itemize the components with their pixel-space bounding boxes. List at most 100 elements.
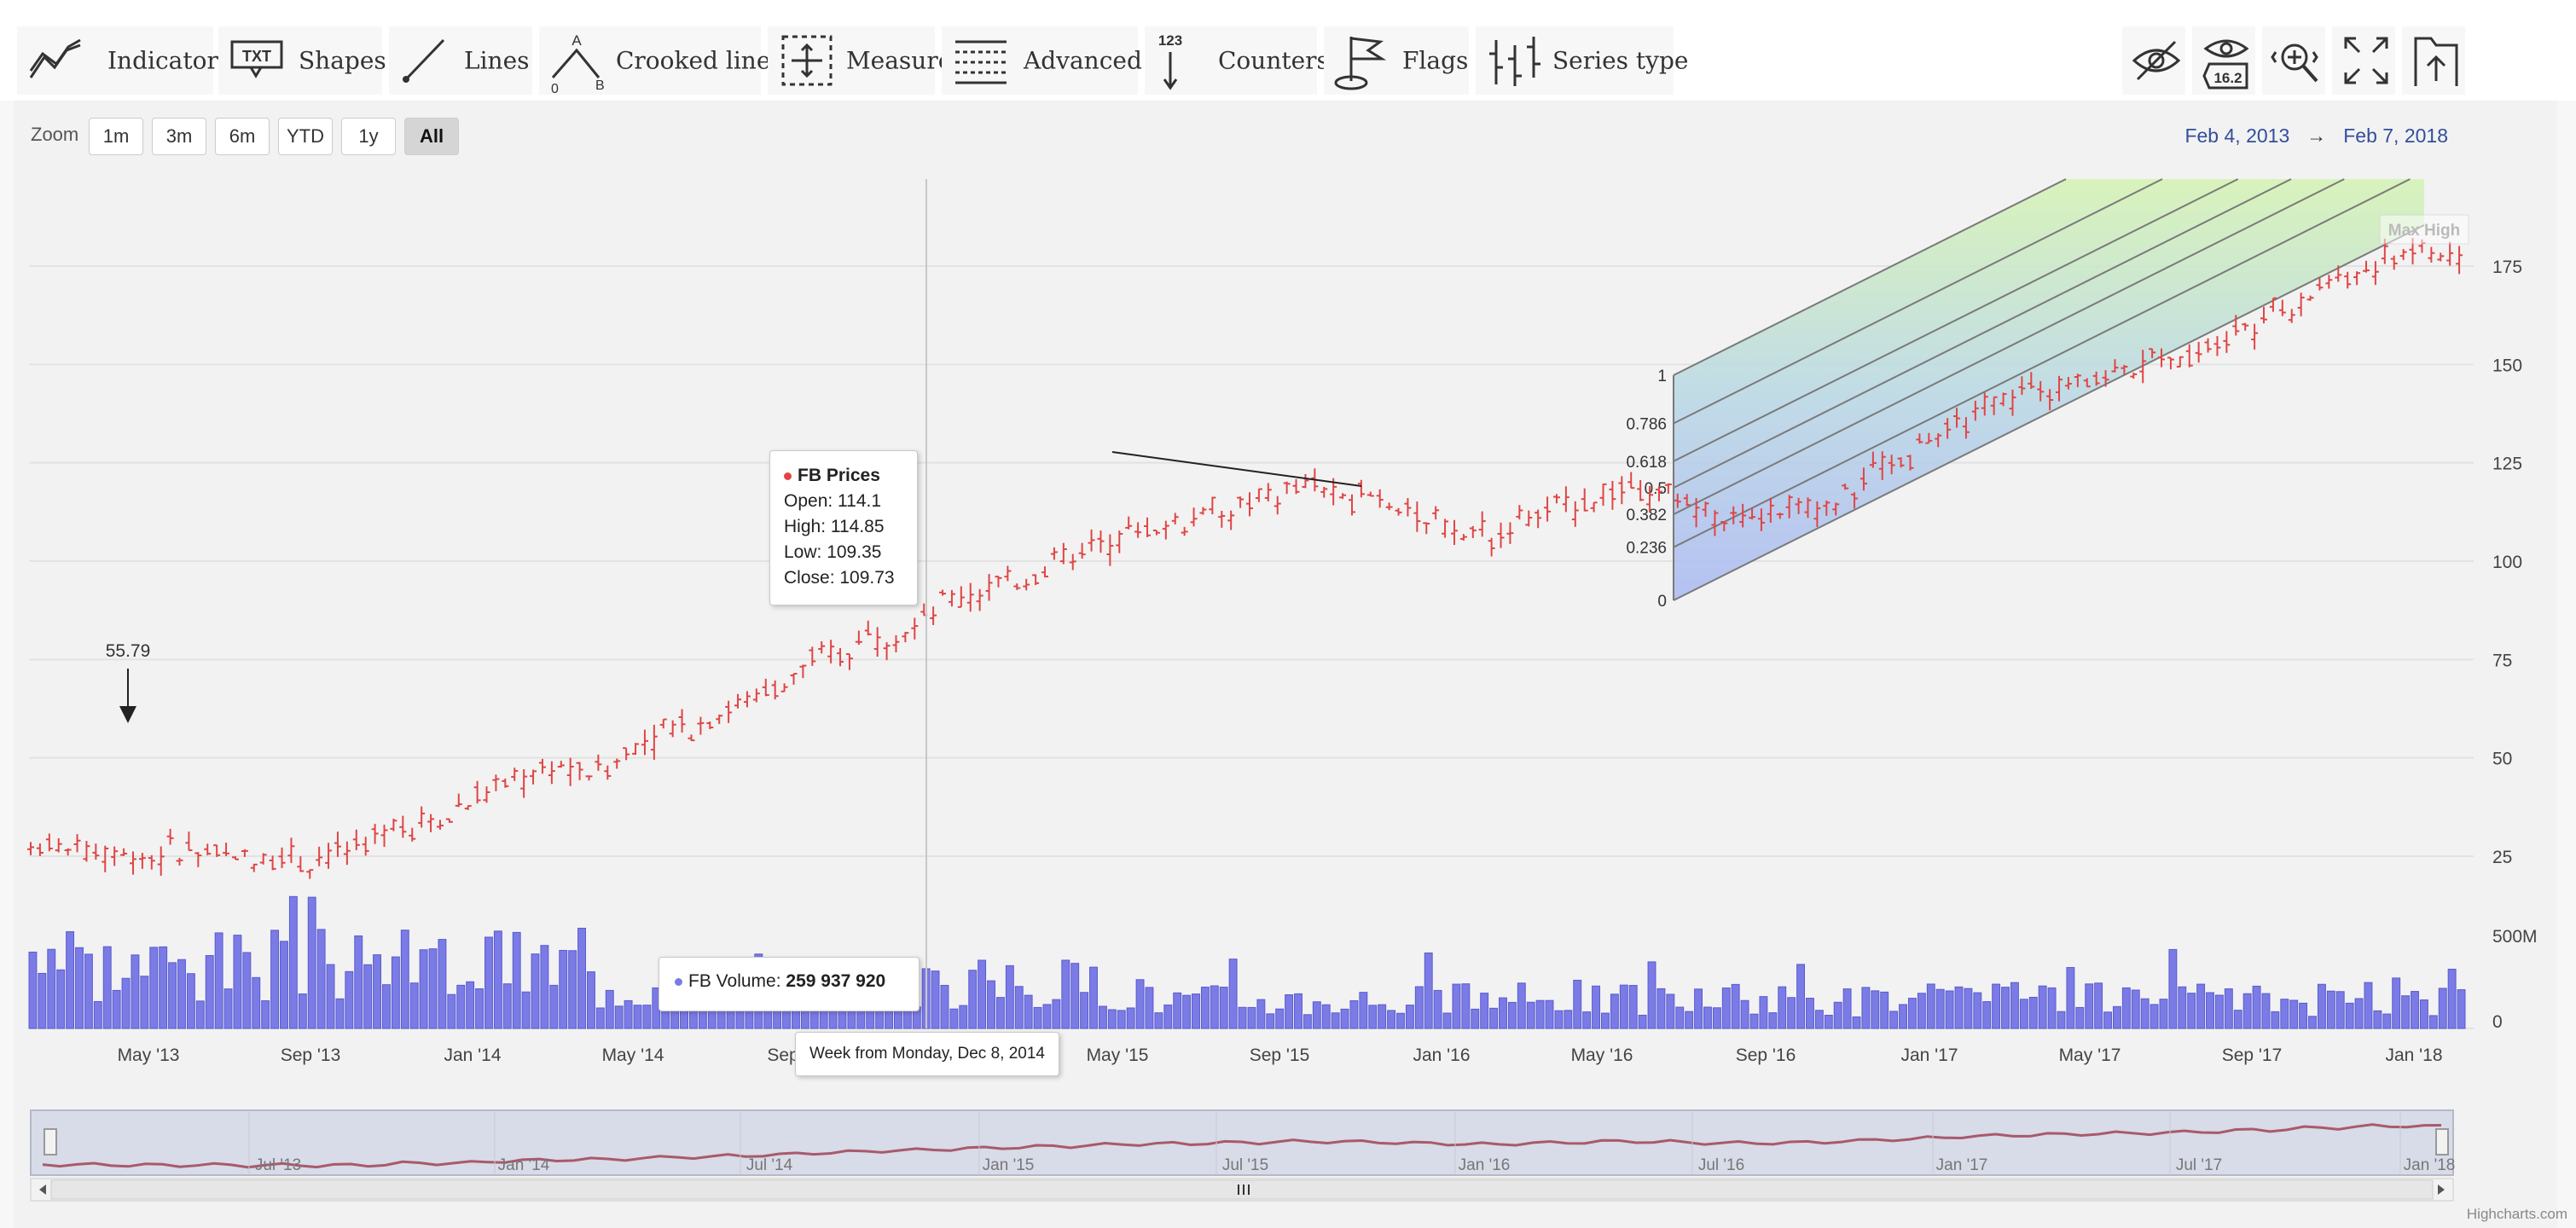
ohlc-point[interactable]: [1209, 496, 1216, 515]
volume-column[interactable]: [252, 976, 261, 1029]
ohlc-point[interactable]: [548, 761, 555, 785]
ohlc-point[interactable]: [530, 769, 537, 785]
volume-column[interactable]: [1935, 988, 1945, 1029]
volume-column[interactable]: [1080, 992, 1089, 1029]
volume-column[interactable]: [177, 959, 186, 1029]
volume-column[interactable]: [2428, 1015, 2438, 1029]
volume-column[interactable]: [2345, 1002, 2354, 1029]
ohlc-point[interactable]: [1442, 518, 1449, 538]
ohlc-point[interactable]: [2158, 348, 2166, 368]
ohlc-point[interactable]: [2018, 376, 2026, 396]
current-price-indicator-button[interactable]: 16.2: [2192, 26, 2255, 95]
ohlc-point[interactable]: [185, 831, 193, 852]
volume-column[interactable]: [959, 1005, 968, 1029]
ohlc-point[interactable]: [1152, 530, 1160, 536]
ohlc-point[interactable]: [585, 775, 593, 781]
ohlc-point[interactable]: [2009, 389, 2016, 416]
ohlc-point[interactable]: [1627, 472, 1635, 489]
ohlc-point[interactable]: [818, 640, 826, 654]
ohlc-point[interactable]: [427, 814, 435, 832]
ohlc-point[interactable]: [1590, 501, 1598, 513]
volume-column[interactable]: [2047, 987, 2057, 1029]
volume-column[interactable]: [1694, 988, 1703, 1029]
ohlc-point[interactable]: [1581, 488, 1588, 512]
ohlc-point[interactable]: [194, 852, 202, 867]
ohlc-point[interactable]: [269, 855, 276, 871]
ohlc-point[interactable]: [1562, 486, 1569, 513]
volume-column[interactable]: [140, 976, 149, 1029]
ohlc-point[interactable]: [1348, 494, 1355, 516]
ohlc-point[interactable]: [436, 820, 444, 830]
volume-column[interactable]: [1247, 1006, 1256, 1029]
flags-button[interactable]: Flags: [1324, 26, 1469, 95]
volume-column[interactable]: [373, 954, 382, 1029]
volume-column[interactable]: [1871, 990, 1880, 1029]
volume-column[interactable]: [2373, 1010, 2382, 1029]
volume-column[interactable]: [2038, 985, 2047, 1029]
ohlc-point[interactable]: [1813, 501, 1821, 528]
ohlc-point[interactable]: [1450, 519, 1458, 546]
volume-column[interactable]: [47, 948, 56, 1029]
volume-column[interactable]: [1414, 986, 1424, 1029]
ohlc-point[interactable]: [1823, 500, 1830, 516]
zoom-1y-button[interactable]: 1y: [341, 118, 396, 155]
ohlc-point[interactable]: [2371, 261, 2379, 286]
volume-column[interactable]: [1526, 1001, 1535, 1029]
ohlc-point[interactable]: [1459, 534, 1467, 541]
volume-column[interactable]: [447, 993, 456, 1029]
ohlc-point[interactable]: [464, 805, 472, 810]
volume-column[interactable]: [1173, 992, 1182, 1029]
volume-column[interactable]: [1824, 1014, 1833, 1029]
ohlc-point[interactable]: [166, 828, 174, 845]
volume-column[interactable]: [605, 989, 614, 1029]
ohlc-point[interactable]: [2278, 299, 2286, 316]
volume-column[interactable]: [363, 964, 373, 1029]
volume-column[interactable]: [2094, 982, 2103, 1029]
volume-column[interactable]: [298, 993, 307, 1029]
ohlc-point[interactable]: [604, 765, 612, 780]
volume-column[interactable]: [2326, 990, 2335, 1029]
volume-column[interactable]: [1787, 997, 1796, 1029]
volume-column[interactable]: [931, 970, 940, 1029]
volume-column[interactable]: [549, 984, 559, 1029]
ohlc-point[interactable]: [1088, 529, 1095, 552]
volume-column[interactable]: [261, 1000, 270, 1029]
ohlc-point[interactable]: [1069, 553, 1076, 571]
fullscreen-button[interactable]: [2332, 26, 2395, 95]
volume-column[interactable]: [1219, 987, 1228, 1029]
ohlc-point[interactable]: [902, 631, 909, 643]
ohlc-point[interactable]: [1897, 457, 1905, 468]
ohlc-point[interactable]: [2083, 378, 2091, 388]
ohlc-point[interactable]: [706, 721, 714, 730]
ohlc-point[interactable]: [1571, 501, 1579, 527]
volume-column[interactable]: [2317, 983, 2326, 1029]
volume-column[interactable]: [2140, 998, 2150, 1029]
ohlc-point[interactable]: [1842, 484, 1849, 490]
ohlc-point[interactable]: [27, 842, 34, 855]
ohlc-point[interactable]: [1376, 489, 1384, 508]
volume-column[interactable]: [1387, 1010, 1396, 1029]
volume-column[interactable]: [1842, 988, 1852, 1029]
volume-column[interactable]: [2261, 993, 2271, 1029]
ohlc-point[interactable]: [390, 818, 397, 831]
ohlc-point[interactable]: [1674, 493, 1681, 508]
volume-column[interactable]: [1592, 985, 1601, 1029]
volume-column[interactable]: [438, 939, 447, 1029]
volume-column[interactable]: [2419, 999, 2428, 1029]
ohlc-point[interactable]: [2306, 295, 2314, 301]
ohlc-point[interactable]: [566, 757, 574, 786]
volume-column[interactable]: [1024, 994, 1033, 1029]
ohlc-point[interactable]: [1552, 494, 1560, 504]
ohlc-point[interactable]: [362, 837, 369, 856]
volume-column[interactable]: [1564, 1010, 1573, 1029]
volume-column[interactable]: [1899, 1004, 1907, 1029]
volume-column[interactable]: [2224, 988, 2233, 1029]
ohlc-point[interactable]: [148, 854, 155, 870]
volume-column[interactable]: [2206, 992, 2214, 1029]
fibonacci-annotation[interactable]: 1 0.786 0.618 0.5 0.382 0.236 0: [1626, 178, 2425, 611]
ohlc-point[interactable]: [762, 678, 769, 697]
ohlc-point[interactable]: [1339, 493, 1347, 500]
ohlc-point[interactable]: [1059, 542, 1067, 565]
volume-column[interactable]: [1126, 1007, 1135, 1029]
